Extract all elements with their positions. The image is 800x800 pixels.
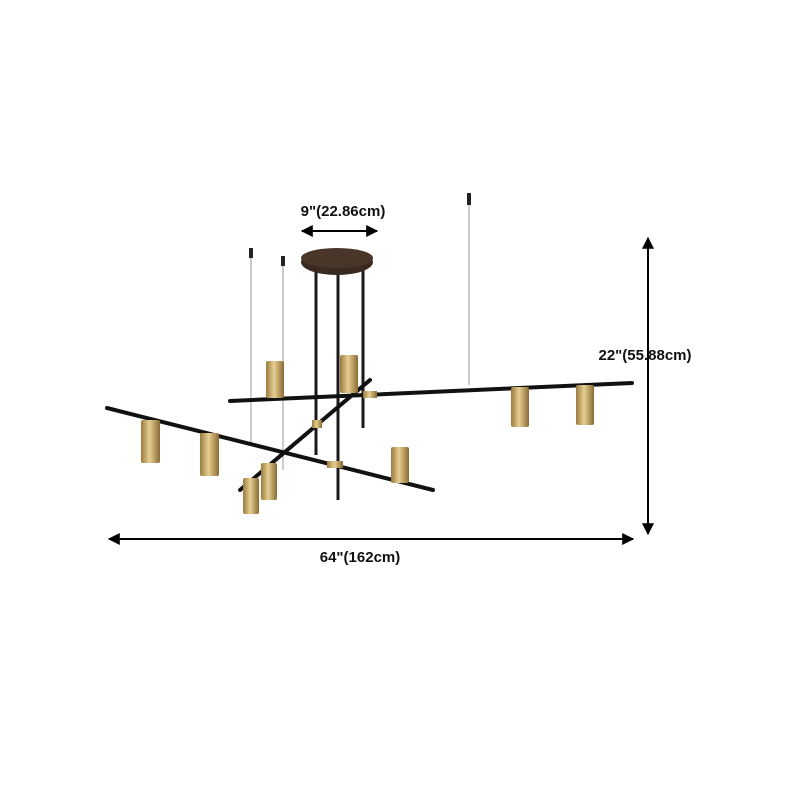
- canopy-width-label: 9"(22.86cm): [301, 203, 386, 220]
- width-label: 64"(162cm): [320, 549, 401, 566]
- lamps: [141, 355, 594, 514]
- canopy: [301, 248, 373, 500]
- height-label: 22"(55.88cm): [598, 347, 691, 364]
- wires: [249, 193, 471, 470]
